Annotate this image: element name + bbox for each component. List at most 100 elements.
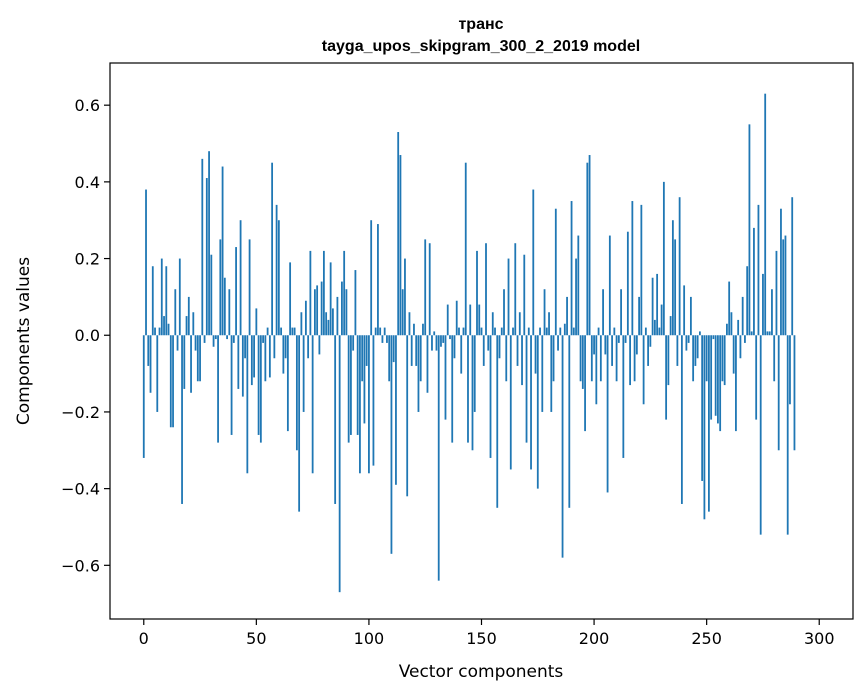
bar-107 <box>383 327 386 336</box>
bar-259 <box>726 323 728 336</box>
bar-50 <box>255 308 258 336</box>
bar-62 <box>282 335 285 374</box>
bar-29 <box>208 151 210 336</box>
bar-19 <box>185 316 188 336</box>
bar-138 <box>453 335 456 359</box>
bar-113 <box>397 132 400 336</box>
y-tick-label-5: 0.4 <box>75 173 100 192</box>
bar-134 <box>444 335 447 420</box>
y-tick-label-3: 0.0 <box>75 326 100 345</box>
bar-234 <box>669 316 672 336</box>
bar-153 <box>487 335 490 351</box>
bar-149 <box>478 304 481 336</box>
bar-67 <box>293 327 296 336</box>
bar-270 <box>750 331 753 336</box>
bar-264 <box>737 319 740 336</box>
bar-83 <box>329 262 332 336</box>
bar-227 <box>653 319 656 336</box>
bar-188 <box>566 296 568 336</box>
bar-222 <box>642 335 645 405</box>
bar-141 <box>460 335 463 374</box>
bar-4 <box>151 266 154 336</box>
bar-70 <box>300 312 303 336</box>
bar-154 <box>489 335 492 458</box>
bar-145 <box>469 304 472 336</box>
bar-256 <box>719 335 722 432</box>
bar-199 <box>590 335 593 382</box>
bar-274 <box>759 335 762 535</box>
bar-30 <box>210 254 213 336</box>
bar-286 <box>786 335 789 535</box>
y-axis: −0.6 −0.4 −0.2 0.0 0.2 0.4 0.6 <box>61 96 110 575</box>
bar-7 <box>158 327 161 336</box>
chart-subtitle: tayga_upos_skipgram_300_2_2019 model <box>322 38 640 55</box>
bar-66 <box>291 327 294 336</box>
bar-262 <box>732 335 735 374</box>
bar-135 <box>446 304 449 336</box>
bar-15 <box>176 335 179 351</box>
bar-232 <box>665 335 668 420</box>
bar-147 <box>473 335 476 412</box>
bar-100 <box>368 335 370 474</box>
bar-239 <box>680 335 683 504</box>
bar-128 <box>431 335 433 351</box>
bar-95 <box>356 335 359 435</box>
bar-181 <box>550 335 553 412</box>
bar-45 <box>244 335 246 359</box>
bar-104 <box>377 224 379 336</box>
x-tick-label-1: 50 <box>246 629 266 648</box>
bar-112 <box>395 335 397 485</box>
bar-174 <box>534 335 537 374</box>
bar-269 <box>748 124 751 336</box>
bar-205 <box>604 335 607 355</box>
bar-92 <box>350 335 352 435</box>
bar-198 <box>588 155 591 336</box>
bar-90 <box>345 289 348 336</box>
bar-220 <box>638 296 641 336</box>
bar-84 <box>332 308 334 336</box>
bar-161 <box>505 335 508 382</box>
bar-54 <box>264 335 267 382</box>
bar-182 <box>552 335 555 382</box>
bar-288 <box>791 197 794 336</box>
bar-53 <box>262 335 264 343</box>
bar-164 <box>512 327 514 336</box>
bar-36 <box>223 277 226 336</box>
bar-237 <box>676 335 679 366</box>
bar-27 <box>203 335 206 343</box>
bar-101 <box>370 220 373 336</box>
bar-102 <box>372 335 375 466</box>
bar-94 <box>354 270 357 336</box>
bar-71 <box>302 335 305 412</box>
bar-221 <box>640 204 643 336</box>
bar-200 <box>593 335 595 355</box>
bar-152 <box>485 243 487 336</box>
bar-193 <box>577 235 580 336</box>
bar-213 <box>622 335 625 458</box>
bar-123 <box>419 335 422 382</box>
bar-159 <box>500 327 503 336</box>
y-axis-label: Components values <box>14 257 34 425</box>
bar-210 <box>615 335 618 382</box>
bar-170 <box>525 335 528 443</box>
bar-277 <box>766 331 769 336</box>
bar-169 <box>523 254 526 336</box>
bar-180 <box>548 312 550 336</box>
bar-129 <box>433 331 436 336</box>
bar-249 <box>703 335 706 520</box>
bar-258 <box>723 335 726 386</box>
bar-33 <box>217 335 219 443</box>
bar-183 <box>554 208 557 336</box>
bar-79 <box>320 281 323 336</box>
bar-244 <box>692 335 695 382</box>
bar-24 <box>196 335 199 382</box>
bar-88 <box>341 281 343 336</box>
bar-278 <box>768 331 771 336</box>
bar-130 <box>435 335 438 351</box>
bar-103 <box>374 327 377 336</box>
bar-0 <box>142 335 145 458</box>
bar-61 <box>280 327 283 336</box>
bar-228 <box>656 273 659 336</box>
bar-241 <box>685 335 688 351</box>
